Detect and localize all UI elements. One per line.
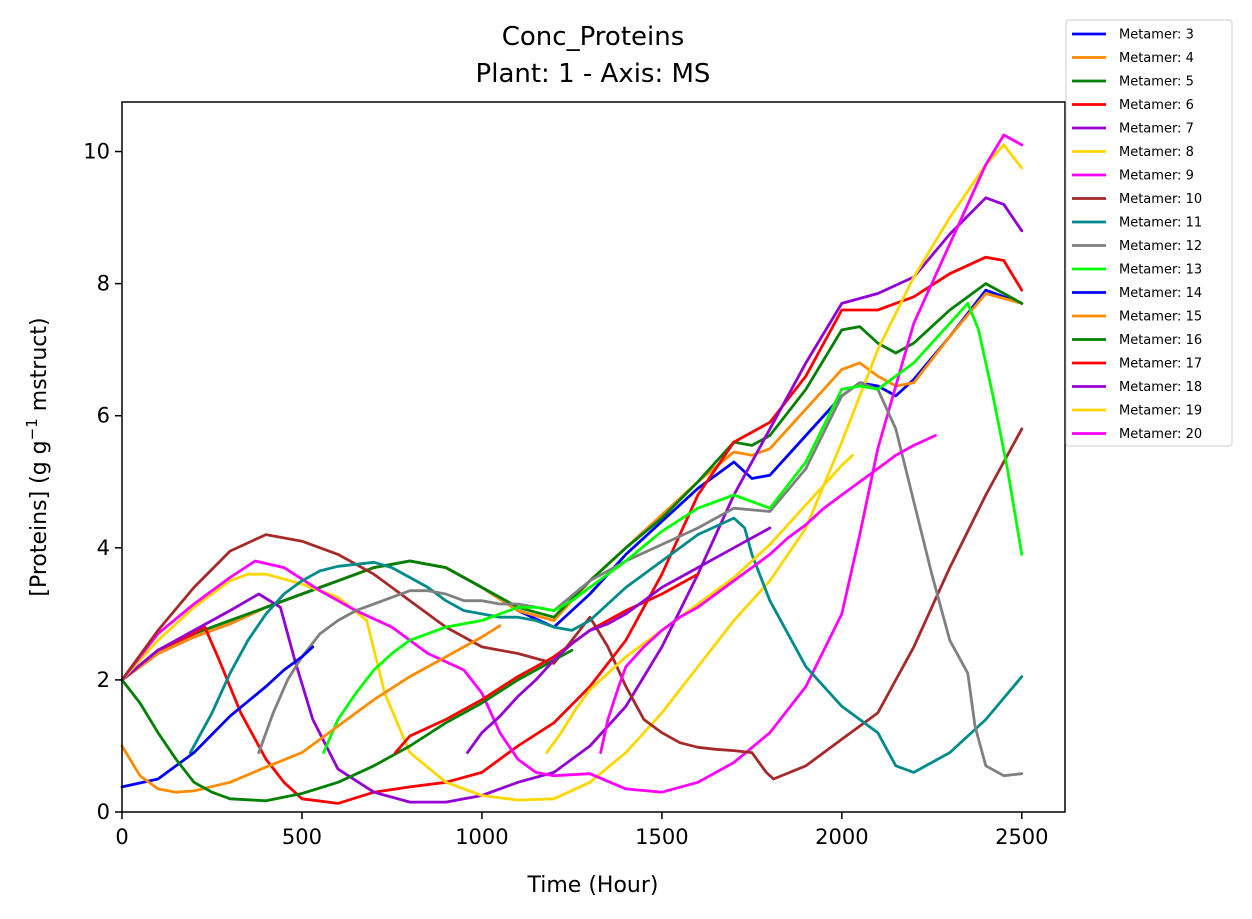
y-tick-label: 8	[97, 272, 110, 296]
legend-label: Metamer: 17	[1119, 357, 1202, 372]
chart-subtitle: Plant: 1 - Axis: MS	[476, 59, 711, 89]
series-line-15	[394, 572, 700, 754]
legend-box	[1065, 19, 1233, 447]
series-line-10	[257, 381, 1024, 778]
legend-label: Metamer: 20	[1119, 427, 1202, 442]
legend-label: Metamer: 15	[1119, 310, 1202, 325]
legend-label: Metamer: 4	[1119, 51, 1194, 66]
legend-label: Metamer: 3	[1119, 28, 1194, 43]
series-line-12	[120, 645, 315, 789]
y-axis: 0 2 4 6 8 10	[83, 140, 122, 824]
y-axis-title-tail: mstruct)	[27, 317, 52, 418]
y-tick-label: 10	[83, 140, 110, 164]
legend-label: Metamer: 5	[1119, 75, 1194, 90]
legend-label: Metamer: 9	[1119, 169, 1194, 184]
y-tick-label: 4	[97, 536, 110, 560]
legend-label: Metamer: 18	[1119, 380, 1202, 395]
series-line-17	[545, 453, 854, 754]
legend-label: Metamer: 11	[1119, 216, 1202, 231]
legend: Metamer: 3 Metamer: 4 Metamer: 5 Metamer: 6…	[1065, 19, 1233, 447]
series-line-11	[322, 301, 1024, 754]
series-line-18	[599, 434, 937, 754]
x-axis: 0 500 1000 1500 2000 2500	[115, 812, 1049, 849]
x-tick-label: 2500	[995, 825, 1048, 849]
series-lines-group	[120, 133, 1024, 805]
y-axis-title-main: [Proteins] (g g	[27, 440, 52, 596]
x-tick-label: 0	[115, 825, 128, 849]
series-line-6	[120, 143, 1024, 802]
legend-label: Metamer: 13	[1119, 263, 1202, 278]
series-line-4	[120, 255, 1024, 805]
y-axis-title: [Proteins] (g g−1 mstruct)	[23, 317, 52, 596]
series-line-5	[120, 196, 1024, 804]
y-tick-label: 0	[97, 800, 110, 824]
x-tick-label: 1500	[635, 825, 688, 849]
y-tick-label: 6	[97, 404, 110, 428]
x-tick-label: 2000	[815, 825, 868, 849]
series-line-7	[120, 133, 1024, 794]
legend-label: Metamer: 6	[1119, 98, 1194, 113]
plot-frame	[121, 101, 1066, 813]
y-tick-label: 2	[97, 668, 110, 692]
x-tick-label: 500	[282, 825, 322, 849]
y-axis-title-superscript: −1	[23, 418, 41, 440]
legend-label: Metamer: 19	[1119, 404, 1202, 419]
series-line-14	[120, 648, 574, 803]
legend-label: Metamer: 7	[1119, 122, 1194, 137]
x-tick-label: 1000	[455, 825, 508, 849]
series-line-3	[120, 282, 1024, 682]
legend-label: Metamer: 12	[1119, 239, 1202, 254]
legend-label: Metamer: 14	[1119, 286, 1202, 301]
series-line-13	[120, 624, 502, 794]
x-axis-title: Time (Hour)	[527, 873, 659, 898]
legend-label: Metamer: 8	[1119, 145, 1194, 160]
legend-label: Metamer: 10	[1119, 192, 1202, 207]
series-line-8	[120, 427, 1024, 781]
series-line-16	[466, 526, 772, 754]
legend-label: Metamer: 16	[1119, 333, 1202, 348]
series-line-9	[188, 516, 1024, 774]
chart-title: Conc_Proteins	[502, 22, 685, 52]
